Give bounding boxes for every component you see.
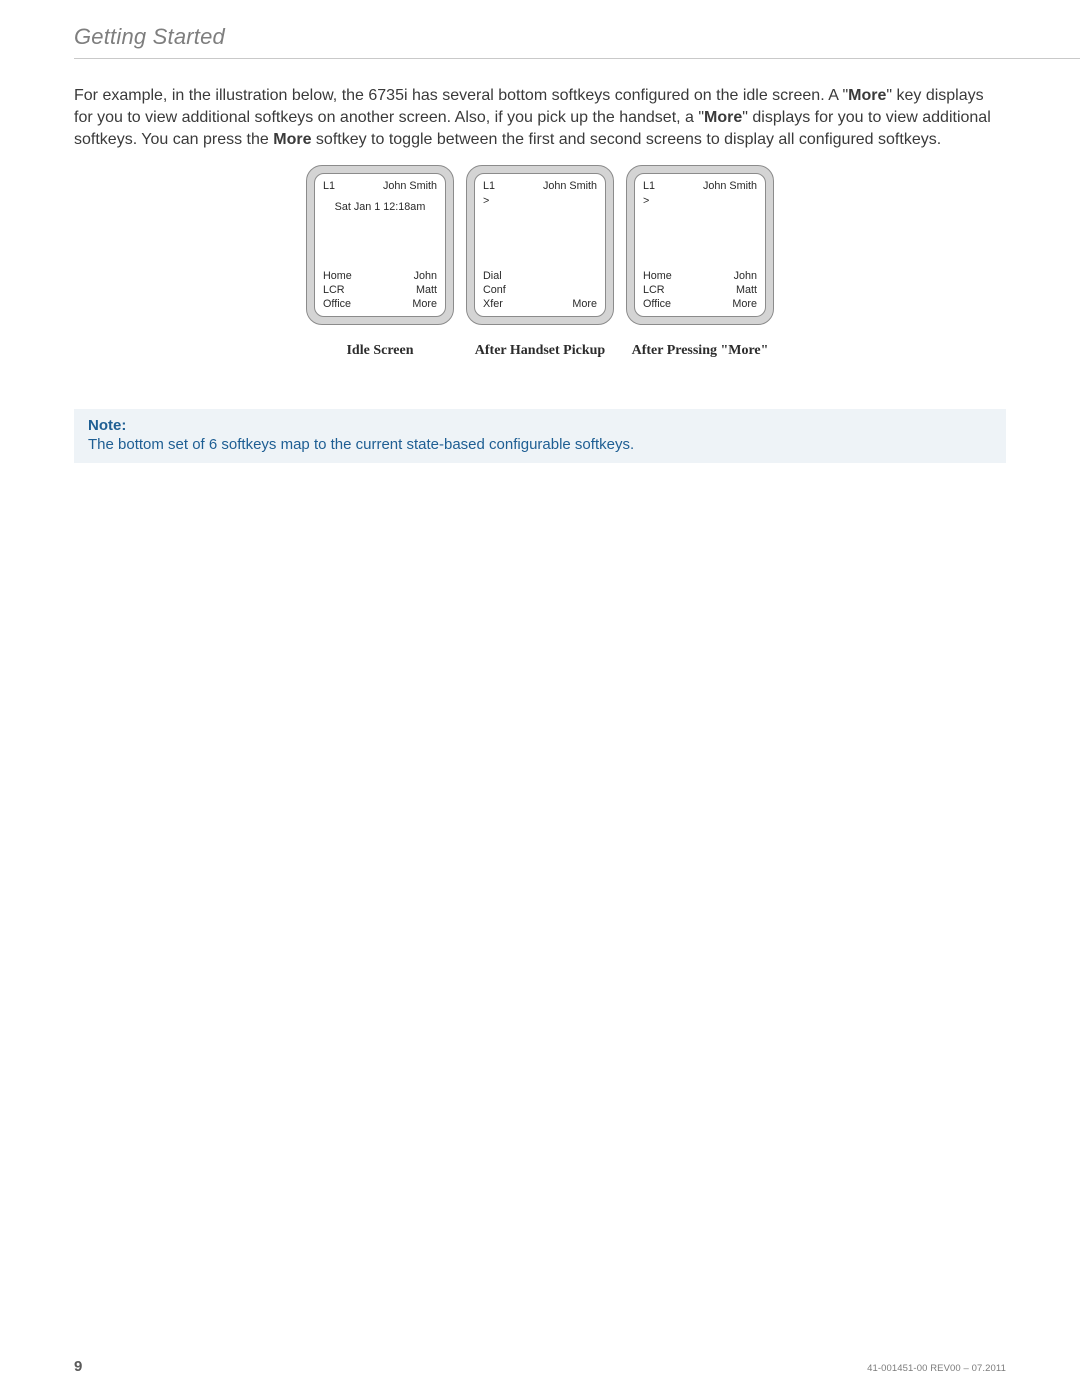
softkey-label: Dial <box>483 270 540 283</box>
caller-name: John Smith <box>543 180 597 193</box>
softkey-label: Matt <box>700 284 757 297</box>
note-title: Note: <box>88 417 992 434</box>
softkey-label: Home <box>323 270 380 283</box>
note-callout: Note: The bottom set of 6 softkeys map t… <box>74 409 1006 463</box>
lcd-line-id: L1 John Smith <box>643 180 757 193</box>
phone-screens-illustration: L1 John Smith Sat Jan 1 12:18am Home Joh… <box>74 165 1006 359</box>
bold-more-1: More <box>848 87 886 104</box>
softkey-label: Matt <box>380 284 437 297</box>
softkey-label: LCR <box>323 284 380 297</box>
section-header: Getting Started <box>74 24 1006 56</box>
screen-caption: After Pressing "More" <box>632 343 769 359</box>
softkey-label <box>540 270 597 283</box>
softkey-label <box>540 284 597 297</box>
softkey-label: Xfer <box>483 298 540 311</box>
caller-name: John Smith <box>703 180 757 193</box>
screen-idle: L1 John Smith Sat Jan 1 12:18am Home Joh… <box>306 165 454 359</box>
lcd-display: L1 John Smith > Dial Conf Xfer More <box>474 173 606 317</box>
softkey-label: Office <box>643 298 700 311</box>
device-frame: L1 John Smith Sat Jan 1 12:18am Home Joh… <box>306 165 454 325</box>
document-page: Getting Started For example, in the illu… <box>0 0 1080 1397</box>
para-text: For example, in the illustration below, … <box>74 87 848 104</box>
screen-after-more: L1 John Smith > Home John LCR Matt Offic… <box>626 165 774 359</box>
screen-handset-pickup: L1 John Smith > Dial Conf Xfer More <box>466 165 614 359</box>
softkey-label: LCR <box>643 284 700 297</box>
softkey-label: Office <box>323 298 380 311</box>
softkey-label: Conf <box>483 284 540 297</box>
lcd-top-area: L1 John Smith > <box>643 180 757 270</box>
device-frame: L1 John Smith > Home John LCR Matt Offic… <box>626 165 774 325</box>
line-label: L1 <box>323 180 335 193</box>
lcd-display: L1 John Smith > Home John LCR Matt Offic… <box>634 173 766 317</box>
screen-caption: After Handset Pickup <box>475 343 605 359</box>
softkey-label: More <box>540 298 597 311</box>
softkey-label: Home <box>643 270 700 283</box>
intro-paragraph: For example, in the illustration below, … <box>74 85 1006 151</box>
caller-name: John Smith <box>383 180 437 193</box>
dial-prompt: > <box>483 195 597 208</box>
softkey-grid: Home John LCR Matt Office More <box>323 270 437 311</box>
lcd-datetime: Sat Jan 1 12:18am <box>323 201 437 214</box>
dial-prompt: > <box>643 195 757 208</box>
softkey-grid: Home John LCR Matt Office More <box>643 270 757 311</box>
lcd-top-area: L1 John Smith Sat Jan 1 12:18am <box>323 180 437 270</box>
page-footer: 9 41-001451-00 REV00 – 07.2011 <box>74 1358 1006 1375</box>
lcd-display: L1 John Smith Sat Jan 1 12:18am Home Joh… <box>314 173 446 317</box>
bold-more-3: More <box>273 131 311 148</box>
softkey-label: John <box>380 270 437 283</box>
softkey-label: More <box>700 298 757 311</box>
lcd-line-id: L1 John Smith <box>483 180 597 193</box>
softkey-grid: Dial Conf Xfer More <box>483 270 597 311</box>
line-label: L1 <box>483 180 495 193</box>
line-label: L1 <box>643 180 655 193</box>
header-rule <box>74 58 1080 59</box>
lcd-top-area: L1 John Smith > <box>483 180 597 270</box>
softkey-label: John <box>700 270 757 283</box>
device-frame: L1 John Smith > Dial Conf Xfer More <box>466 165 614 325</box>
para-text: softkey to toggle between the first and … <box>311 131 941 148</box>
revision-id: 41-001451-00 REV00 – 07.2011 <box>867 1363 1006 1374</box>
page-number: 9 <box>74 1358 82 1375</box>
lcd-line-id: L1 John Smith <box>323 180 437 193</box>
datetime-text: Sat Jan 1 12:18am <box>335 201 426 214</box>
bold-more-2: More <box>704 109 742 126</box>
screen-caption: Idle Screen <box>346 343 413 359</box>
note-text: The bottom set of 6 softkeys map to the … <box>88 436 992 453</box>
softkey-label: More <box>380 298 437 311</box>
